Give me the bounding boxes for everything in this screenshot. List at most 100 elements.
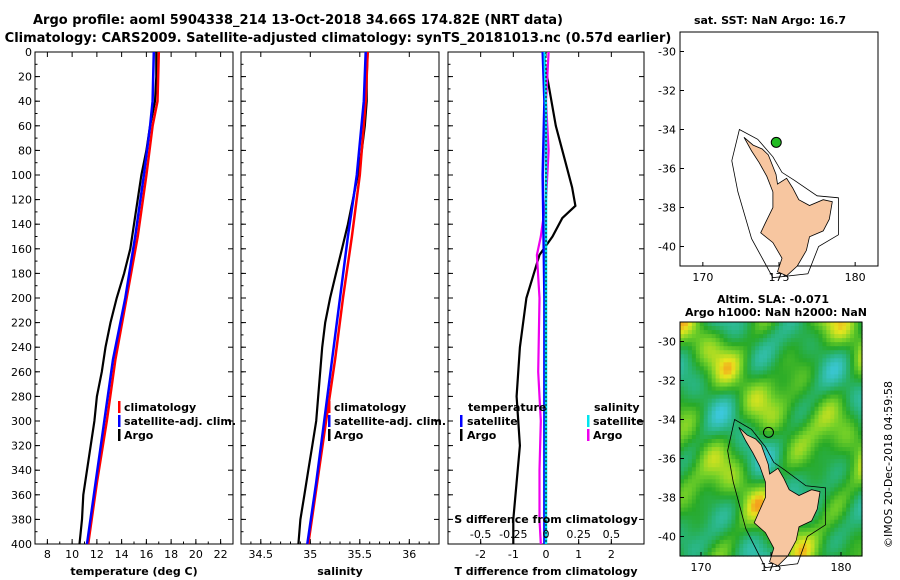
- sla-cell: [763, 406, 768, 412]
- map2-title2: Argo h1000: NaN h2000: NaN: [685, 306, 867, 319]
- sla-cell: [786, 334, 792, 339]
- sla-cell: [810, 531, 816, 537]
- sla-cell: [767, 406, 772, 412]
- sla-cell: [814, 382, 820, 388]
- sla-cell: [707, 338, 713, 343]
- sla-cell: [850, 471, 855, 476]
- sla-cell: [771, 447, 776, 452]
- sla-cell: [830, 535, 835, 541]
- sla-cell: [711, 414, 717, 420]
- sla-cell: [703, 543, 709, 549]
- sla-cell: [695, 346, 701, 351]
- sla-cell: [695, 503, 701, 509]
- sla-cell: [715, 346, 721, 351]
- sla-cell: [850, 495, 855, 501]
- sla-cell: [778, 439, 784, 444]
- sla-cell: [842, 362, 847, 367]
- sla-cell: [695, 382, 701, 388]
- sla-cell: [751, 511, 756, 517]
- sla-cell: [723, 346, 729, 351]
- sla-cell: [858, 551, 863, 557]
- sla-cell: [680, 451, 685, 456]
- sla-cell: [755, 475, 760, 480]
- sla-cell: [727, 398, 733, 404]
- sla-cell: [727, 535, 733, 541]
- sla-cell: [715, 342, 721, 347]
- sla-cell: [699, 326, 705, 331]
- sla-cell: [751, 495, 756, 501]
- sla-cell: [751, 535, 756, 541]
- y-tick-label: 40: [18, 95, 32, 108]
- sla-cell: [747, 346, 752, 351]
- sla-cell: [818, 447, 824, 452]
- sla-cell: [834, 334, 839, 339]
- sla-cell: [846, 551, 851, 557]
- sla-cell: [731, 378, 736, 384]
- sla-cell: [751, 354, 756, 359]
- sla-cell: [810, 463, 816, 468]
- sla-cell: [786, 463, 792, 468]
- legend-swatch-s-argo: [587, 429, 590, 441]
- sla-cell: [739, 527, 744, 533]
- sla-cell: [814, 434, 820, 440]
- sla-cell: [786, 394, 792, 400]
- sla-cell: [810, 523, 816, 529]
- sla-cell: [802, 390, 808, 396]
- sla-cell: [846, 475, 851, 480]
- sla-cell: [687, 434, 693, 440]
- sla-cell: [680, 531, 685, 537]
- sla-cell: [771, 451, 776, 456]
- sla-cell: [703, 426, 709, 432]
- sla-cell: [838, 362, 843, 367]
- sla-cell: [695, 487, 701, 493]
- sla-cell: [739, 455, 744, 460]
- sla-cell: [842, 322, 847, 327]
- sla-cell: [715, 402, 721, 408]
- sla-cell: [703, 547, 709, 553]
- sla-cell: [818, 527, 824, 533]
- sla-cell: [687, 406, 693, 412]
- sla-cell: [826, 402, 831, 408]
- sla-cell: [735, 414, 740, 420]
- sla-cell: [774, 390, 780, 396]
- sla-cell: [715, 354, 721, 359]
- sla-cell: [858, 434, 863, 440]
- sla-cell: [747, 410, 752, 416]
- sla-cell: [683, 455, 689, 460]
- sla-cell: [727, 471, 733, 476]
- sla-cell: [834, 547, 839, 553]
- sla-cell: [846, 430, 851, 436]
- sla-cell: [798, 354, 804, 359]
- sla-cell: [806, 455, 812, 460]
- sla-cell: [680, 471, 685, 476]
- sla-cell: [747, 418, 752, 424]
- sla-cell: [802, 531, 808, 537]
- sla-cell: [822, 390, 827, 396]
- sla-cell: [802, 350, 808, 355]
- sla-cell: [731, 350, 736, 355]
- sla-cell: [727, 539, 733, 545]
- sla-cell: [699, 354, 705, 359]
- sla-cell: [810, 543, 816, 549]
- sla-cell: [703, 418, 709, 424]
- sla-cell: [767, 358, 772, 363]
- sla-cell: [735, 539, 740, 545]
- legend-clim: climatology: [124, 401, 196, 414]
- sla-cell: [680, 527, 685, 533]
- sla-cell: [778, 410, 784, 416]
- sla-cell: [786, 366, 792, 372]
- sla-cell: [727, 342, 733, 347]
- sla-cell: [695, 507, 701, 513]
- sla-cell: [778, 382, 784, 388]
- sla-cell: [731, 447, 736, 452]
- sla-cell: [771, 414, 776, 420]
- sla-cell: [790, 422, 796, 428]
- sla-cell: [707, 354, 713, 359]
- sla-cell: [838, 523, 843, 529]
- sla-cell: [719, 382, 725, 388]
- sla-cell: [846, 487, 851, 493]
- sla-cell: [743, 543, 748, 549]
- sla-cell: [691, 338, 697, 343]
- sla-cell: [846, 495, 851, 501]
- sla-cell: [830, 455, 835, 460]
